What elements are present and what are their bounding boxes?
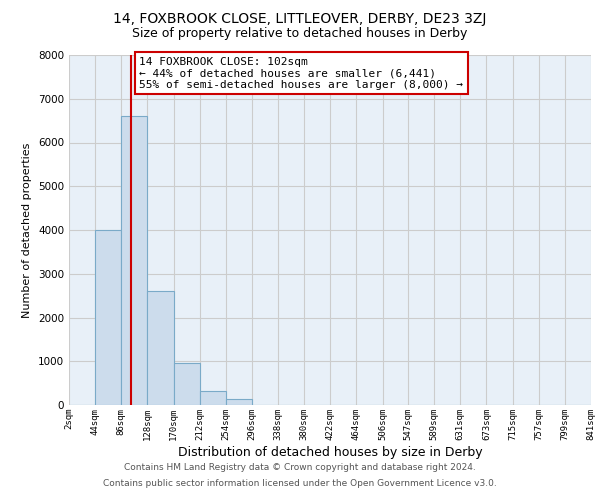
Bar xyxy=(200,391,226,405)
Y-axis label: Number of detached properties: Number of detached properties xyxy=(22,142,32,318)
Text: Size of property relative to detached houses in Derby: Size of property relative to detached ho… xyxy=(133,28,467,40)
Text: 14, FOXBROOK CLOSE, LITTLEOVER, DERBY, DE23 3ZJ: 14, FOXBROOK CLOSE, LITTLEOVER, DERBY, D… xyxy=(113,12,487,26)
Bar xyxy=(226,400,252,405)
Bar xyxy=(173,362,200,405)
Text: Contains HM Land Registry data © Crown copyright and database right 2024.: Contains HM Land Registry data © Crown c… xyxy=(124,464,476,472)
Bar xyxy=(148,291,173,405)
X-axis label: Distribution of detached houses by size in Derby: Distribution of detached houses by size … xyxy=(178,446,482,458)
Text: 14 FOXBROOK CLOSE: 102sqm
← 44% of detached houses are smaller (6,441)
55% of se: 14 FOXBROOK CLOSE: 102sqm ← 44% of detac… xyxy=(139,57,463,90)
Bar xyxy=(121,116,148,405)
Text: Contains public sector information licensed under the Open Government Licence v3: Contains public sector information licen… xyxy=(103,478,497,488)
Bar xyxy=(95,230,121,405)
